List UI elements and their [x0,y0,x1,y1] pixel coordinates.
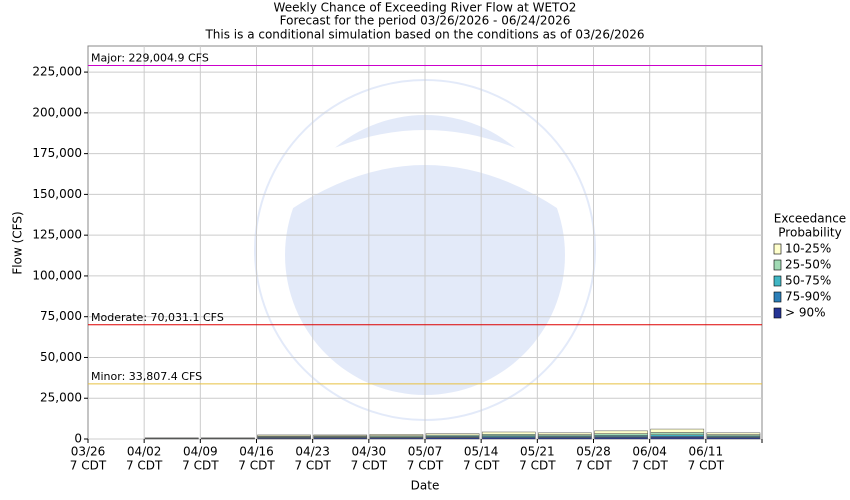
x-tick-label: 05/14 [464,445,499,459]
y-tick-label: 125,000 [32,228,82,242]
x-tick-label: 04/23 [295,445,330,459]
legend-label: 50-75% [785,274,831,288]
x-tick-label: 05/28 [576,445,611,459]
x-tick-label: 03/26 [71,445,106,459]
y-tick-label: 100,000 [32,268,82,282]
x-tick-label: 04/30 [352,445,387,459]
chart-subtitle: Forecast for the period 03/26/2026 - 06/… [280,14,571,28]
legend-title: Probability [778,226,841,240]
x-tick-sublabel: 7 CDT [519,459,556,473]
x-tick-label: 04/16 [239,445,274,459]
x-tick-label: 04/02 [127,445,162,459]
threshold-label: Minor: 33,807.4 CFS [91,370,202,383]
x-tick-label: 06/04 [632,445,667,459]
x-axis-label: Date [411,479,440,493]
x-tick-sublabel: 7 CDT [575,459,612,473]
threshold-label: Moderate: 70,031.1 CFS [91,311,224,324]
x-tick-sublabel: 7 CDT [294,459,331,473]
bar-segment [369,434,424,436]
x-tick-sublabel: 7 CDT [631,459,668,473]
y-tick-label: 0 [74,432,82,446]
bar-segment [538,432,592,435]
x-tick-sublabel: 7 CDT [688,459,725,473]
x-tick-sublabel: 7 CDT [407,459,444,473]
x-tick-label: 05/21 [520,445,555,459]
y-tick-label: 175,000 [32,146,82,160]
legend-swatch [773,291,782,303]
bar-segment [481,431,536,435]
chart-note: This is a conditional simulation based o… [204,28,644,42]
x-tick-sublabel: 7 CDT [238,459,275,473]
bar-segment [706,432,761,435]
x-tick-label: 06/11 [689,445,724,459]
x-tick-sublabel: 7 CDT [70,459,107,473]
y-tick-label: 200,000 [32,105,82,119]
y-tick-label: 225,000 [32,65,82,79]
legend-swatch [773,243,782,255]
y-tick-label: 150,000 [32,187,82,201]
chart-title: Weekly Chance of Exceeding River Flow at… [274,1,577,15]
bar-segment [425,433,480,436]
legend-label: 10-25% [785,242,831,256]
y-axis-label: Flow (CFS) [11,211,25,274]
legend-swatch [773,307,782,319]
x-tick-sublabel: 7 CDT [351,459,388,473]
legend-label: > 90% [785,306,826,320]
legend-swatch [773,259,782,271]
legend-title: Exceedance [774,212,846,226]
x-tick-sublabel: 7 CDT [126,459,163,473]
x-tick-label: 05/07 [408,445,443,459]
legend-swatch [773,275,782,287]
y-tick-label: 50,000 [40,350,82,364]
x-tick-sublabel: 7 CDT [463,459,500,473]
bar-segment [594,433,648,436]
x-tick-label: 04/09 [183,445,218,459]
y-tick-label: 25,000 [40,391,82,405]
bar-segment [650,436,705,440]
bar-segment [313,434,368,437]
bar-segment [257,434,311,437]
bar-segment [650,432,705,436]
x-tick-sublabel: 7 CDT [182,459,219,473]
legend-label: 25-50% [785,258,831,272]
bar-segment [650,428,705,433]
legend-label: 75-90% [785,290,831,304]
bar-segment [594,430,648,434]
y-tick-label: 75,000 [40,309,82,323]
threshold-label: Major: 229,004.9 CFS [91,52,209,65]
